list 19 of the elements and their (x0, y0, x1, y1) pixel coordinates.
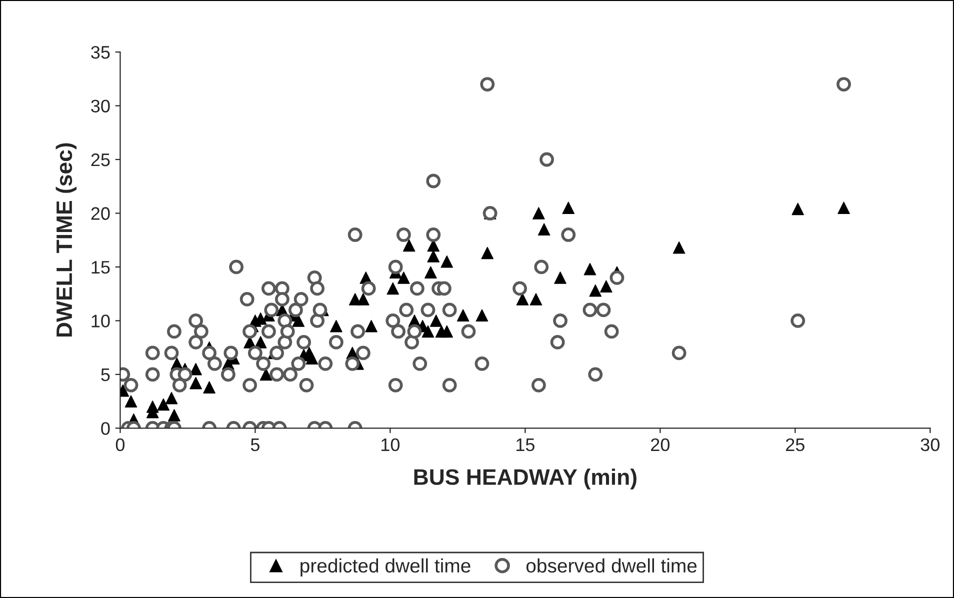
x-tick-label: 0 (116, 438, 125, 452)
y-tick-label: 5 (101, 368, 110, 382)
x-axis-title: BUS HEADWAY (min) (414, 468, 636, 490)
x-tick-label: 10 (382, 438, 400, 452)
y-tick-label: 30 (91, 100, 110, 112)
y-tick-label: 10 (92, 314, 110, 328)
x-tick-label: 30 (920, 438, 940, 452)
y-tick-label: 25 (91, 153, 110, 166)
x-tick-label: 25 (786, 438, 804, 452)
y-tick-label: 0 (101, 422, 110, 435)
y-tick-label: 15 (92, 261, 110, 274)
y-tick-label: 35 (91, 46, 110, 59)
x-tick-label: 5 (250, 438, 260, 452)
x-tick-label: 20 (651, 438, 670, 452)
legend-label: observed dwell time (526, 558, 697, 573)
legend-label: predicted dwell time (300, 558, 470, 576)
y-axis-title: DWELL TIME (sec) (56, 143, 77, 337)
x-tick-label: 15 (516, 438, 534, 452)
y-tick-label: 20 (91, 207, 110, 220)
